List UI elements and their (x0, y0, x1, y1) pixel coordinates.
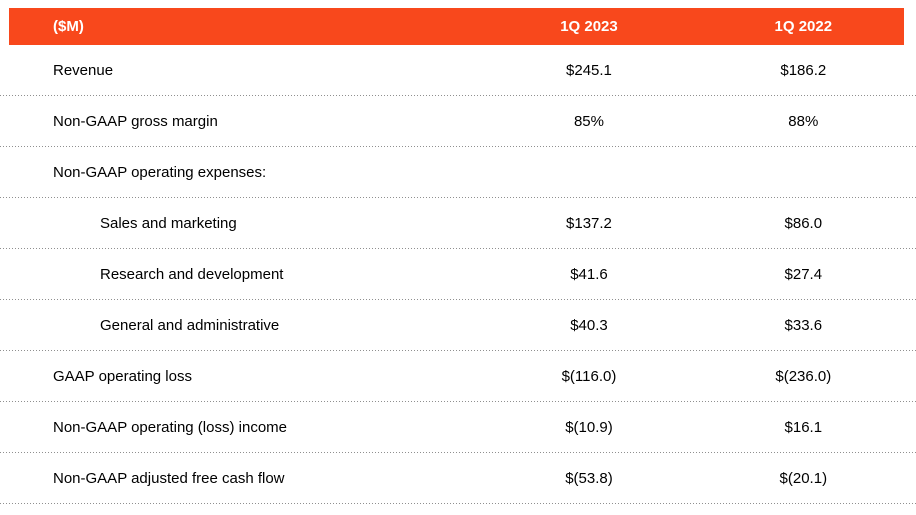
value-1q-2022: $86.0 (784, 215, 823, 232)
row-label: Non-GAAP adjusted free cash flow (53, 470, 285, 487)
table-body: Revenue $245.1 $186.2 Non-GAAP gross margin… (0, 45, 916, 504)
column-header-1q-2022: 1Q 2022 (774, 18, 833, 35)
row-label: Sales and marketing (100, 215, 237, 232)
table-row: Non-GAAP adjusted free cash flow $(53.8) $… (0, 453, 916, 504)
table-row: GAAP operating loss $(116.0) $(236.0) (0, 351, 916, 402)
value-1q-2022: $(20.1) (779, 470, 828, 487)
table-row: Research and development $41.6 $27.4 (0, 249, 916, 300)
value-1q-2023: $137.2 (566, 215, 612, 232)
value-1q-2023: $40.3 (570, 317, 608, 334)
table-row: Sales and marketing $137.2 $86.0 (0, 198, 916, 249)
value-1q-2022: $186.2 (780, 62, 827, 79)
table-row: General and administrative $40.3 $33.6 (0, 300, 916, 351)
value-1q-2022: 88% (788, 113, 819, 130)
header-band-background (9, 8, 904, 45)
row-label: Non-GAAP operating (loss) income (53, 419, 287, 436)
financial-table: ($M) 1Q 2023 1Q 2022 Revenue $245.1 $186.2… (0, 8, 916, 504)
unit-label: ($M) (53, 18, 84, 35)
table-row: Non-GAAP operating (loss) income $(10.9) $… (0, 402, 916, 453)
row-label: General and administrative (100, 317, 280, 334)
value-1q-2023: $(10.9) (565, 419, 613, 436)
column-header-1q-2023: 1Q 2023 (560, 18, 618, 35)
value-1q-2023: $245.1 (566, 62, 612, 79)
table-row: Non-GAAP operating expenses: (0, 147, 916, 198)
value-1q-2022: $33.6 (784, 317, 823, 334)
row-label: GAAP operating loss (53, 368, 192, 385)
value-1q-2023: $(116.0) (561, 368, 617, 385)
row-label: Revenue (53, 62, 114, 79)
value-1q-2023: 85% (573, 113, 604, 130)
row-label: Research and development (100, 266, 284, 283)
row-label: Non-GAAP operating expenses: (53, 164, 267, 181)
value-1q-2022: $27.4 (784, 266, 823, 283)
row-label: Non-GAAP gross margin (53, 113, 218, 130)
value-1q-2023: $41.6 (570, 266, 608, 283)
value-1q-2022: $16.1 (784, 419, 823, 436)
table-row: Revenue $245.1 $186.2 (0, 45, 916, 96)
value-1q-2023: $(53.8) (565, 470, 613, 487)
table-header-row: ($M) 1Q 2023 1Q 2022 (0, 8, 916, 45)
table-row: Non-GAAP gross margin 85% 88% (0, 96, 916, 147)
value-1q-2022: $(236.0) (775, 368, 832, 385)
